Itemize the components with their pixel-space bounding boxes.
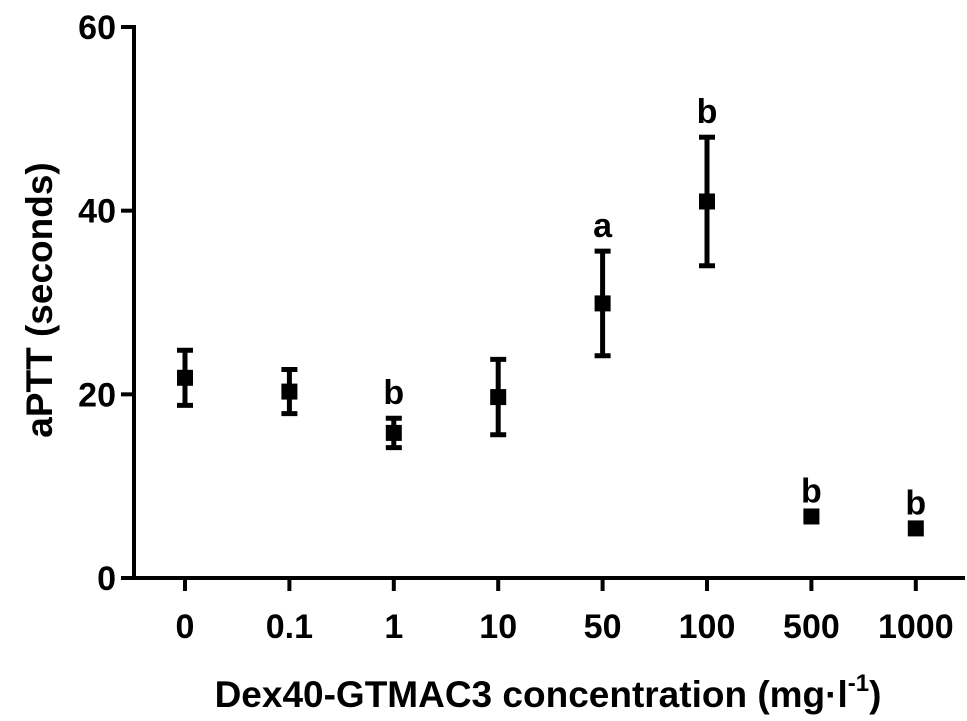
data-point [385, 424, 402, 441]
significance-label: b [383, 374, 404, 412]
x-tick-label: 1000 [878, 608, 954, 646]
x-tick-label: 0.1 [266, 608, 313, 646]
x-axis-ticks: 0 0.1 1 10 50 100 500 1000 [176, 578, 954, 646]
x-axis-title-main: Dex40-GTMAC3 concentration (mg·l [215, 674, 848, 715]
x-tick-label: 500 [783, 608, 840, 646]
data-marks: b a b b b [177, 93, 926, 537]
x-tick-label: 0 [176, 608, 195, 646]
x-tick-label: 1 [384, 608, 403, 646]
significance-label: b [905, 484, 926, 522]
axes [132, 25, 965, 580]
y-tick-label: 0 [97, 560, 116, 598]
x-tick-label: 50 [584, 608, 622, 646]
data-point [177, 369, 193, 386]
significance-label: a [593, 207, 613, 245]
x-axis-title-superscript: -1 [848, 670, 869, 697]
data-point [281, 383, 298, 400]
x-tick-label: 10 [479, 608, 517, 646]
significance-label: b [801, 472, 822, 510]
x-axis-title: Dex40-GTMAC3 concentration (mg·l-1) [215, 670, 882, 715]
y-tick-label: 20 [78, 376, 116, 414]
y-tick-label: 40 [78, 193, 116, 231]
y-axis-title: aPTT (seconds) [19, 162, 60, 438]
significance-label: b [697, 93, 718, 131]
x-axis-title-suffix: ) [869, 674, 881, 715]
y-tick-label: 60 [78, 9, 116, 47]
data-point [907, 520, 924, 537]
y-axis-ticks: 0 20 40 60 [78, 9, 134, 598]
data-point [490, 389, 507, 406]
data-point [803, 508, 820, 525]
data-point [699, 193, 715, 210]
data-point [594, 295, 611, 312]
x-tick-label: 100 [679, 608, 736, 646]
